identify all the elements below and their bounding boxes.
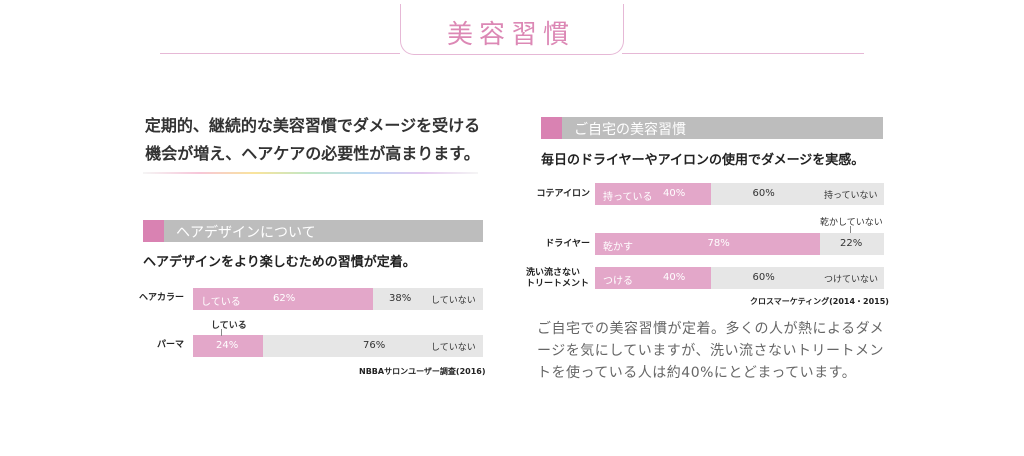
bar-yes-label: している xyxy=(211,321,247,331)
bar-yes-label: している xyxy=(201,297,241,308)
bar-no-label: つけていない xyxy=(824,275,879,285)
bar-yes-label: 乾かす xyxy=(603,242,633,253)
bar-no-label: していない xyxy=(431,296,476,306)
bar-segment-yes xyxy=(193,335,263,357)
annotation-tick xyxy=(850,226,851,233)
section-marker xyxy=(541,117,562,139)
header-rule-left xyxy=(160,53,400,54)
section-header-hair-design: ヘアデザインについて xyxy=(143,220,483,242)
bar-no-value: 76% xyxy=(363,340,386,351)
bar-no-value: 60% xyxy=(752,188,775,199)
bar-no-value: 22% xyxy=(840,238,863,249)
bar-no-label: 持っていない xyxy=(824,191,878,201)
bar-yes-value: 62% xyxy=(273,293,296,304)
bar-category-label: ドライヤー xyxy=(545,239,590,249)
rainbow-divider xyxy=(143,172,478,174)
page-title: 美容習慣 xyxy=(446,20,575,50)
bar-category-label: コテアイロン xyxy=(536,189,590,199)
bar-no-value: 60% xyxy=(752,272,775,283)
bar-yes-value: 40% xyxy=(663,272,686,283)
section-title: ご自宅の美容習慣 xyxy=(574,122,686,138)
lead-line-2: 機会が増え、ヘアケアの必要性が高まります。 xyxy=(145,144,480,163)
bar-category-label: 洗い流さない トリートメント xyxy=(526,268,590,289)
bar-category-label: パーマ xyxy=(156,340,184,350)
bar-segment-yes xyxy=(193,288,373,310)
bar-track xyxy=(193,288,483,310)
section-subtitle: 毎日のドライヤーやアイロンの使用でダメージを実感。 xyxy=(541,153,865,168)
body-paragraph: ご自宅での美容習慣が定着。多くの人が熱によるダメージを気にしていますが、洗い流さ… xyxy=(537,321,885,381)
bar-category-label: ヘアカラー xyxy=(138,293,184,303)
bar-yes-label: 持っている xyxy=(603,192,653,203)
chart-source: NBBAサロンユーザー調査(2016) xyxy=(359,367,486,376)
section-header-home-beauty: ご自宅の美容習慣 xyxy=(541,117,883,139)
bar-segment-yes xyxy=(595,183,711,205)
lead-text: 定期的、継続的な美容習慣でダメージを受ける 機会が増え、ヘアケアの必要性が高まり… xyxy=(140,112,485,168)
annotation-tick xyxy=(221,329,222,336)
bar-yes-value: 40% xyxy=(663,188,686,199)
chart-source: クロスマーケティング(2014・2015) xyxy=(750,297,889,306)
bar-no-value: 38% xyxy=(389,293,412,304)
bar-yes-label: つける xyxy=(603,276,633,287)
header-rule-right xyxy=(622,53,864,54)
section-subtitle: ヘアデザインをより楽しむための習慣が定着。 xyxy=(143,255,416,270)
bar-yes-value: 78% xyxy=(707,238,730,249)
bar-segment-yes xyxy=(595,267,711,289)
bar-track xyxy=(595,183,884,205)
section-title: ヘアデザインについて xyxy=(176,225,316,241)
bar-no-label: していない xyxy=(431,343,476,353)
section-marker xyxy=(143,220,164,242)
bar-track xyxy=(193,335,483,357)
bar-no-label: 乾かしていない xyxy=(820,218,883,228)
lead-line-1: 定期的、継続的な美容習慣でダメージを受ける xyxy=(144,116,481,135)
bar-track xyxy=(595,267,884,289)
header-title-tab xyxy=(400,4,624,55)
bar-track xyxy=(595,233,884,255)
bar-segment-yes xyxy=(595,233,820,255)
bar-yes-value: 24% xyxy=(216,340,239,351)
